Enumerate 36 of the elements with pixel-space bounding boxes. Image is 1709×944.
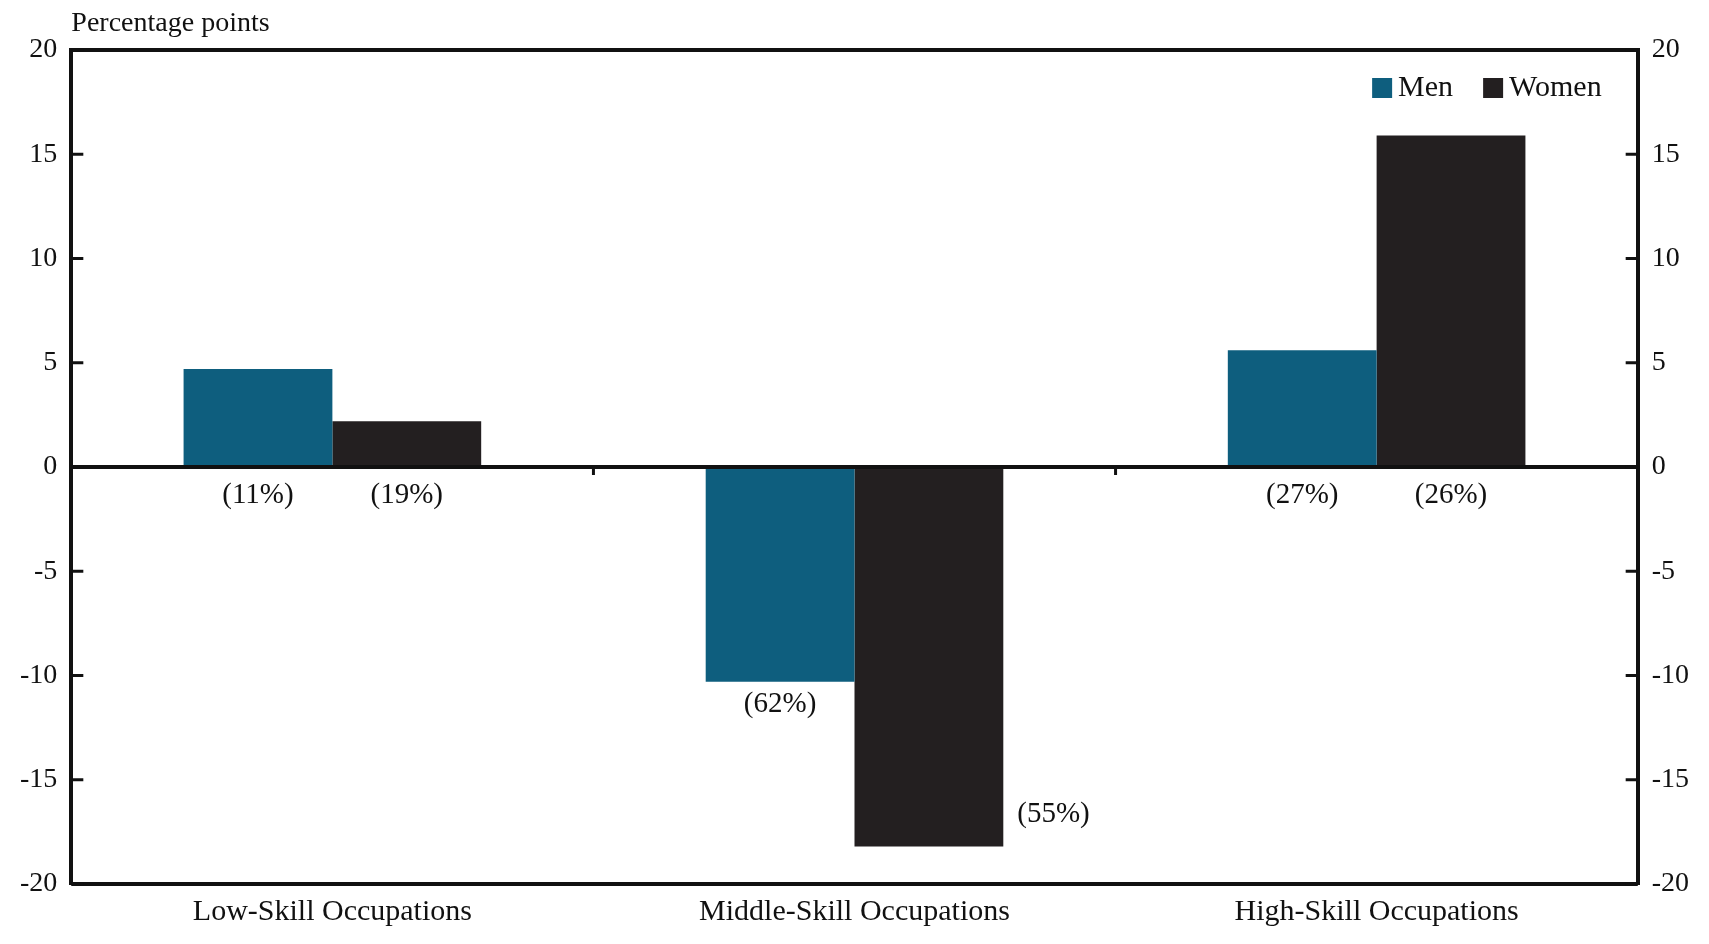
annotation: (26%) [1414, 477, 1488, 511]
bar [705, 467, 855, 682]
y-axis-title: Percentage points [71, 6, 270, 38]
legend-label: Men [1398, 68, 1454, 102]
annotation: (62%) [743, 685, 817, 719]
annotation: (11%) [222, 477, 294, 511]
bar [1227, 350, 1377, 467]
y-tick-label: 20 [29, 32, 58, 64]
x-tick-label: High-Skill Occupations [1234, 892, 1519, 926]
y2-tick-label: -20 [1651, 866, 1689, 898]
y2-tick-label: -5 [1651, 553, 1675, 585]
bar [183, 369, 333, 467]
y2-tick-label: -15 [1651, 762, 1689, 794]
y2-tick-label: 15 [1651, 136, 1680, 168]
legend-label: Women [1509, 68, 1602, 102]
y-tick-label: -20 [20, 866, 58, 898]
y-tick-label: 5 [43, 345, 58, 377]
y2-tick-label: 0 [1651, 449, 1666, 481]
y-tick-label: -10 [20, 657, 58, 689]
annotation: (55%) [1017, 796, 1090, 830]
y2-tick-label: 10 [1651, 240, 1680, 272]
annotation: (19%) [370, 477, 444, 511]
y2-tick-label: 20 [1651, 32, 1680, 64]
bar [854, 467, 1004, 847]
y-tick-label: 10 [29, 240, 58, 272]
y-tick-label: 15 [29, 136, 58, 168]
y-tick-label: -5 [34, 553, 58, 585]
bar [332, 421, 482, 467]
y-tick-label: -15 [20, 762, 58, 794]
x-tick-label: Low-Skill Occupations [192, 892, 472, 926]
y2-tick-label: -10 [1651, 657, 1689, 689]
bar [1376, 135, 1526, 467]
y-tick-label: 0 [43, 449, 58, 481]
annotation: (27%) [1265, 477, 1339, 511]
x-tick-label: Middle-Skill Occupations [699, 892, 1010, 926]
y2-tick-label: 5 [1651, 345, 1666, 377]
